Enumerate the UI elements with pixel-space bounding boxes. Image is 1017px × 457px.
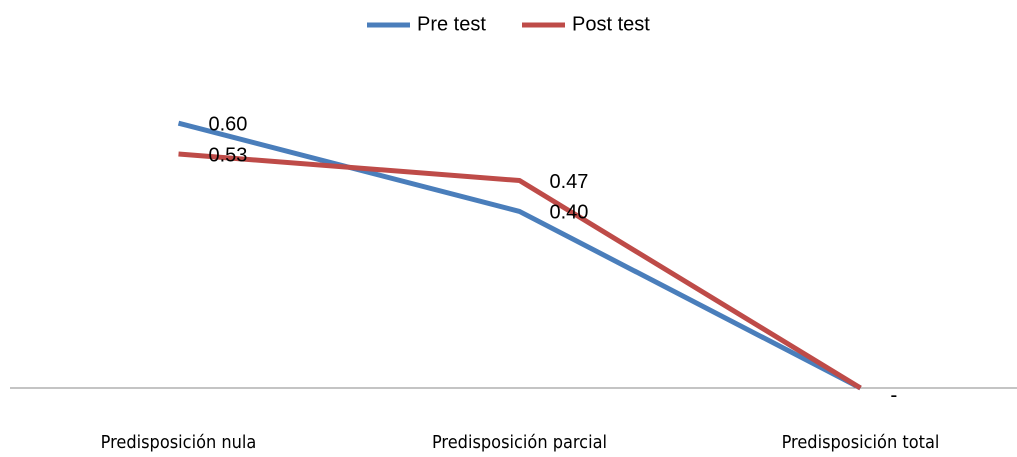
data-label: - xyxy=(891,384,898,406)
legend-label: Pre test xyxy=(417,13,486,35)
data-label: 0.40 xyxy=(550,202,589,224)
legend-label: Post test xyxy=(572,13,650,35)
data-label: 0.53 xyxy=(209,144,248,166)
series-line xyxy=(177,120,862,391)
x-tick-label: Predisposición total xyxy=(782,432,940,453)
data-label: 0.60 xyxy=(209,113,248,135)
x-tick-label: Predisposición nula xyxy=(101,432,257,453)
data-label: 0.47 xyxy=(550,171,589,193)
series-line xyxy=(178,151,862,391)
x-tick-label: Predisposición parcial xyxy=(432,432,607,453)
data-label: - xyxy=(891,384,898,406)
